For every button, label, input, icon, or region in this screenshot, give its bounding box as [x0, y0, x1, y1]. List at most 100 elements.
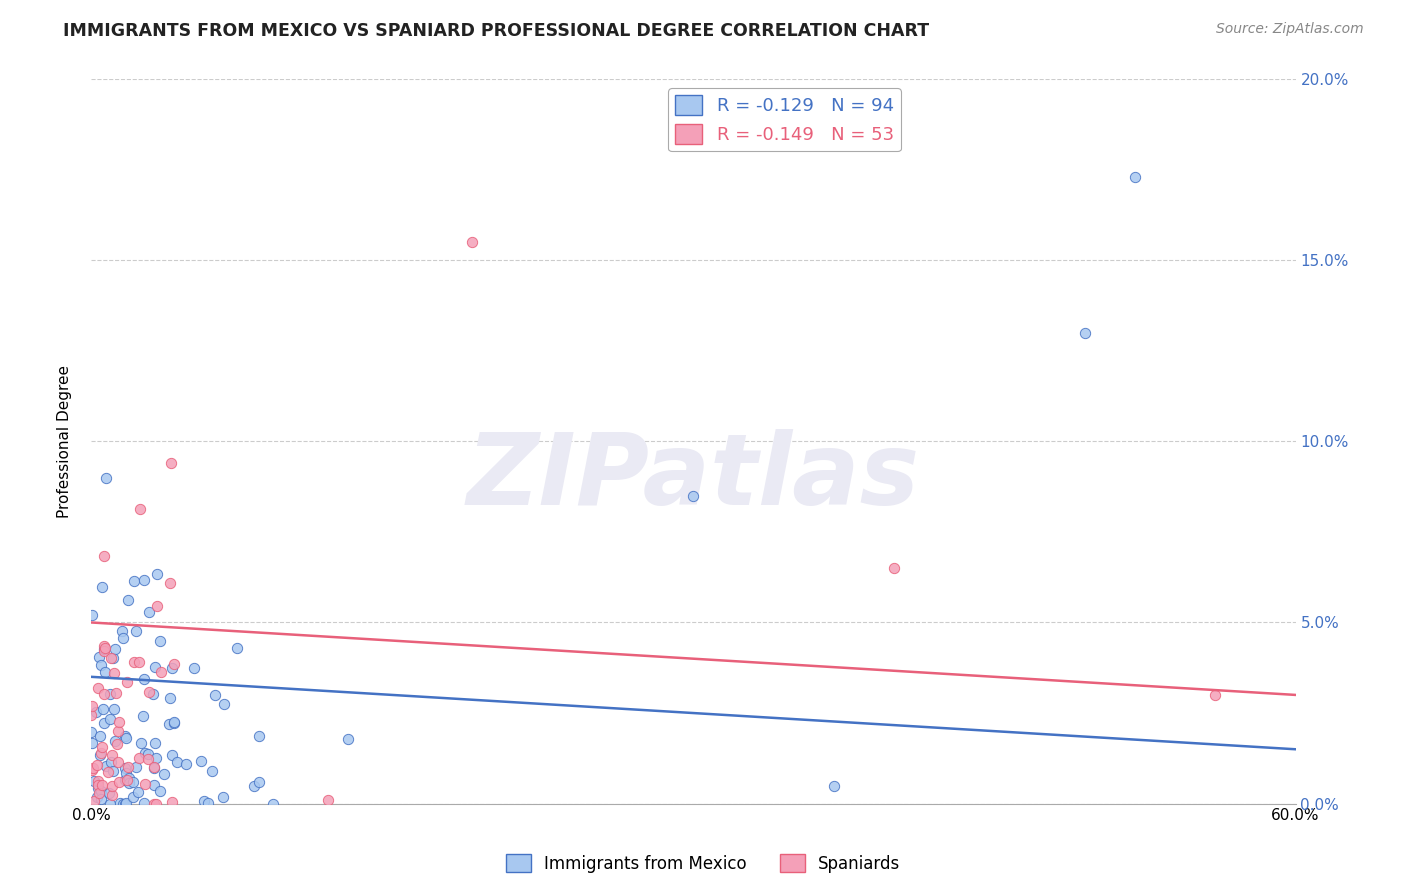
Point: [91, 778, 114, 792]
Point: [134, 747, 156, 761]
Point: [118, 771, 141, 785]
Point: [197, 797, 219, 811]
Point: [153, 767, 176, 781]
Point: [107, 755, 129, 769]
Point: [87, 786, 110, 800]
Point: [183, 660, 205, 674]
Point: [132, 573, 155, 587]
Point: [247, 774, 270, 789]
Point: [160, 747, 183, 762]
Point: [159, 717, 181, 731]
Point: [104, 685, 127, 699]
Point: [163, 714, 186, 729]
Point: [101, 651, 124, 665]
Point: [101, 779, 124, 793]
Text: IMMIGRANTS FROM MEXICO VS SPANIARD PROFESSIONAL DEGREE CORRELATION CHART: IMMIGRANTS FROM MEXICO VS SPANIARD PROFE…: [63, 22, 929, 40]
Point: [93, 716, 115, 731]
Point: [101, 764, 124, 778]
Point: [193, 794, 215, 808]
Point: [101, 747, 124, 762]
Point: [142, 687, 165, 701]
Point: [122, 790, 145, 805]
Point: [145, 736, 167, 750]
Point: [159, 576, 181, 591]
Point: [262, 797, 284, 811]
Point: [114, 796, 136, 810]
Point: [97, 786, 120, 800]
Y-axis label: Professional Degree: Professional Degree: [58, 365, 72, 517]
Point: [160, 456, 183, 470]
Point: [94, 665, 117, 679]
Point: [883, 561, 905, 575]
Point: [136, 747, 159, 761]
Point: [114, 766, 136, 780]
Point: [93, 639, 115, 653]
Point: [201, 764, 224, 778]
Point: [104, 734, 127, 748]
Point: [97, 764, 120, 779]
Point: [204, 688, 226, 702]
Point: [89, 748, 111, 763]
Point: [1123, 169, 1146, 184]
Point: [149, 665, 172, 679]
Point: [160, 660, 183, 674]
Point: [128, 501, 150, 516]
Point: [1204, 688, 1226, 702]
Point: [138, 685, 160, 699]
Point: [114, 729, 136, 743]
Point: [104, 642, 127, 657]
Point: [84, 706, 107, 720]
Point: [94, 758, 117, 772]
Point: [132, 672, 155, 686]
Point: [108, 797, 131, 811]
Point: [128, 751, 150, 765]
Point: [108, 714, 131, 729]
Point: [131, 709, 153, 723]
Point: [149, 784, 172, 798]
Point: [114, 773, 136, 788]
Point: [174, 757, 197, 772]
Point: [122, 655, 145, 669]
Point: [91, 580, 114, 594]
Point: [131, 736, 153, 750]
Point: [86, 790, 108, 805]
Point: [212, 790, 235, 805]
Point: [682, 489, 704, 503]
Point: [90, 784, 112, 798]
Point: [823, 779, 845, 793]
Point: [80, 763, 103, 777]
Point: [142, 761, 165, 775]
Point: [122, 574, 145, 589]
Point: [461, 235, 484, 249]
Point: [89, 746, 111, 760]
Point: [143, 760, 166, 774]
Point: [111, 624, 134, 639]
Legend: Immigrants from Mexico, Spaniards: Immigrants from Mexico, Spaniards: [499, 847, 907, 880]
Point: [115, 772, 138, 787]
Point: [143, 660, 166, 674]
Point: [103, 665, 125, 680]
Point: [114, 761, 136, 775]
Point: [82, 607, 104, 622]
Point: [115, 731, 138, 745]
Point: [212, 697, 235, 711]
Point: [145, 751, 167, 765]
Point: [117, 760, 139, 774]
Point: [98, 687, 121, 701]
Point: [107, 737, 129, 751]
Point: [160, 796, 183, 810]
Point: [247, 729, 270, 743]
Point: [83, 774, 105, 789]
Point: [163, 715, 186, 730]
Point: [166, 755, 188, 769]
Point: [80, 698, 103, 713]
Point: [145, 566, 167, 581]
Point: [87, 774, 110, 789]
Point: [118, 776, 141, 790]
Point: [125, 760, 148, 774]
Point: [98, 797, 121, 811]
Point: [1074, 326, 1097, 340]
Point: [117, 592, 139, 607]
Point: [111, 797, 134, 811]
Point: [94, 471, 117, 485]
